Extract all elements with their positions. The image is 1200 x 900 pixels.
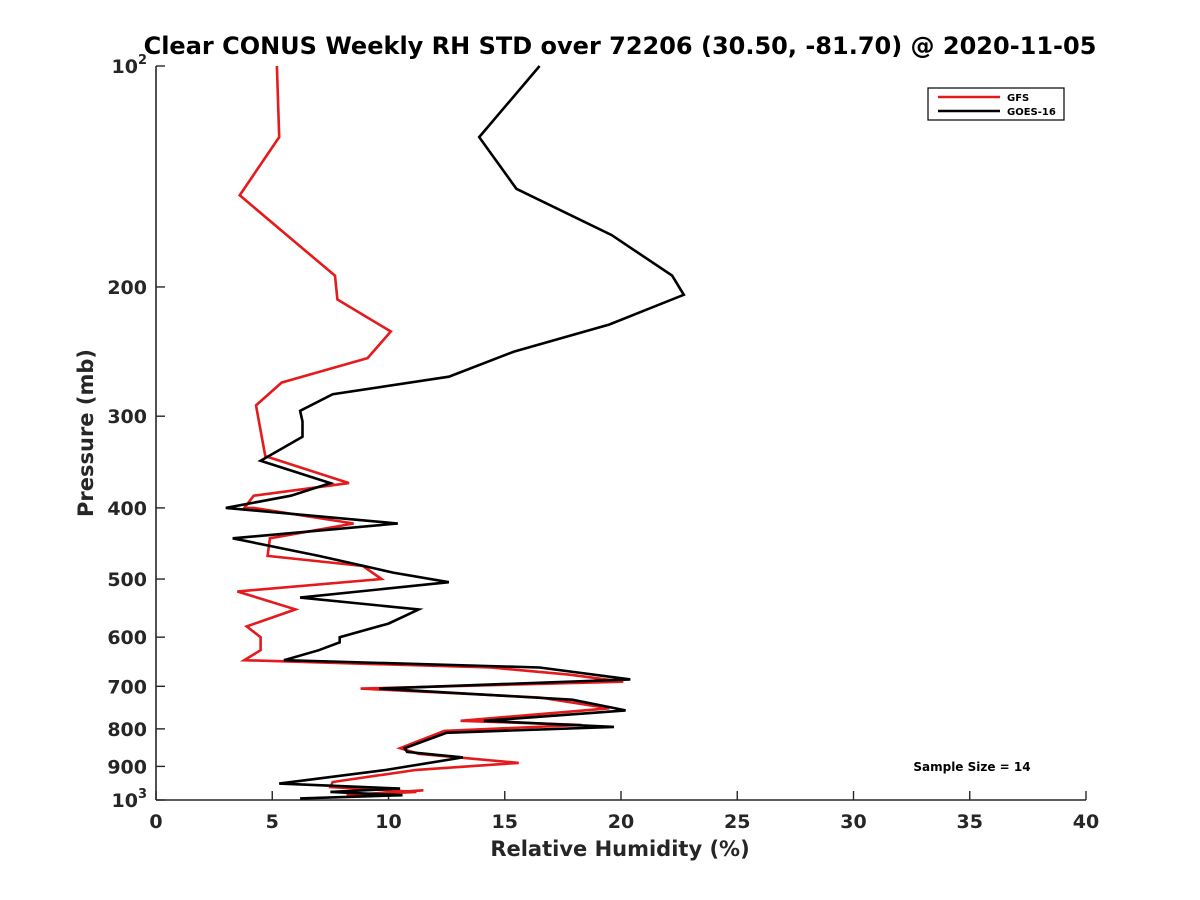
series-line-goes-16 <box>225 65 686 800</box>
x-tick-label: 30 <box>840 811 866 833</box>
y-tick-label: 400 <box>107 498 147 520</box>
legend-label-gfs: GFS <box>1007 93 1029 104</box>
chart-title: Clear CONUS Weekly RH STD over 72206 (30… <box>144 32 1097 60</box>
y-tick-label: 200 <box>107 277 147 299</box>
y-tick-label: 500 <box>107 569 147 591</box>
x-tick-label: 0 <box>149 811 162 833</box>
x-tick-label: 20 <box>608 811 634 833</box>
series-layer <box>225 65 686 800</box>
legend-box <box>927 87 1065 121</box>
legend: GFS GOES-16 <box>927 87 1065 121</box>
x-tick-label: 15 <box>492 811 518 833</box>
x-tick-label: 25 <box>724 811 750 833</box>
sample-size-annotation: Sample Size = 14 <box>913 760 1030 774</box>
legend-label-goes16: GOES-16 <box>1007 107 1056 118</box>
y-tick-label: 600 <box>107 627 147 649</box>
x-tick-label: 40 <box>1073 811 1099 833</box>
y-tick-label: 900 <box>107 756 147 778</box>
series-line-gfs <box>237 65 624 797</box>
axes: 0 5 10 15 20 25 30 35 40 102 200 300 400 500 600 700 800… <box>107 53 1099 833</box>
y-tick-label: 700 <box>107 676 147 698</box>
y-tick-label: 300 <box>107 406 147 428</box>
y-axis-label: Pressure (mb) <box>74 349 98 517</box>
y-tick-label: 102 <box>112 53 148 78</box>
x-tick-label: 10 <box>375 811 401 833</box>
x-tick-label: 35 <box>957 811 983 833</box>
y-tick-label: 103 <box>112 787 148 812</box>
x-tick-label: 5 <box>266 811 279 833</box>
y-tick-label: 800 <box>107 719 147 741</box>
x-axis-label: Relative Humidity (%) <box>490 837 749 861</box>
